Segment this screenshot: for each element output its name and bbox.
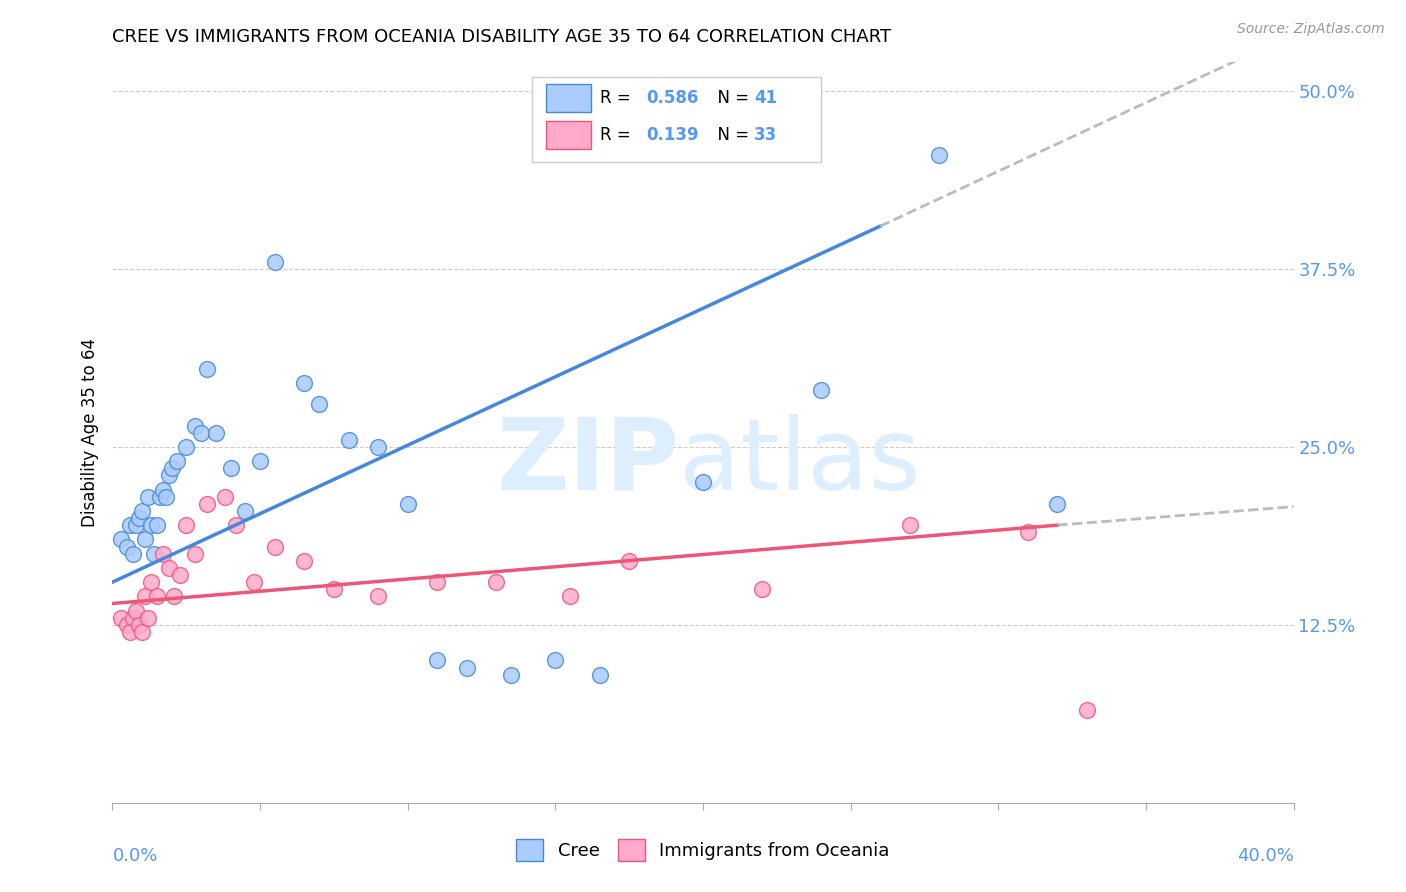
Point	[131, 624, 153, 639]
Point	[396, 497, 419, 511]
Point	[751, 582, 773, 597]
Point	[810, 383, 832, 397]
Point	[163, 590, 186, 604]
Point	[117, 617, 138, 632]
Point	[426, 575, 449, 590]
Text: R =: R =	[600, 126, 637, 144]
Bar	[546, 84, 591, 112]
Point	[588, 667, 610, 681]
Point	[174, 440, 197, 454]
Point	[160, 461, 183, 475]
Point	[249, 454, 271, 468]
Point	[110, 610, 132, 624]
Point	[184, 418, 207, 433]
Point	[219, 461, 242, 475]
Point	[264, 254, 287, 268]
Point	[323, 582, 346, 597]
Point	[367, 590, 389, 604]
Point	[184, 547, 207, 561]
Point	[205, 425, 228, 440]
Point	[120, 518, 142, 533]
Point	[136, 490, 159, 504]
Point	[692, 475, 714, 490]
Point	[214, 490, 236, 504]
Point	[225, 518, 247, 533]
Point	[128, 617, 150, 632]
Point	[134, 590, 156, 604]
Text: 41: 41	[754, 89, 778, 107]
Point	[1046, 497, 1069, 511]
Point	[122, 610, 145, 624]
Point	[308, 397, 330, 411]
Point	[125, 604, 148, 618]
Point	[367, 440, 389, 454]
Point	[544, 653, 567, 667]
Point	[152, 547, 174, 561]
Point	[117, 540, 138, 554]
Point	[128, 511, 150, 525]
Text: 0.586: 0.586	[647, 89, 699, 107]
Text: 40.0%: 40.0%	[1237, 847, 1294, 865]
Point	[125, 518, 148, 533]
Point	[157, 468, 180, 483]
Point	[139, 575, 162, 590]
Text: Source: ZipAtlas.com: Source: ZipAtlas.com	[1237, 22, 1385, 37]
Point	[174, 518, 197, 533]
Text: 33: 33	[754, 126, 778, 144]
Point	[195, 361, 218, 376]
Point	[243, 575, 266, 590]
Point	[136, 610, 159, 624]
Text: N =: N =	[707, 126, 754, 144]
Bar	[546, 121, 591, 149]
Legend: Cree, Immigrants from Oceania: Cree, Immigrants from Oceania	[509, 831, 897, 868]
Point	[337, 433, 360, 447]
Point	[292, 554, 315, 568]
Point	[120, 624, 142, 639]
Point	[155, 490, 177, 504]
Point	[146, 518, 169, 533]
Point	[1017, 525, 1039, 540]
Point	[456, 660, 478, 674]
Point	[928, 148, 950, 162]
Point	[122, 547, 145, 561]
FancyBboxPatch shape	[531, 78, 821, 162]
Text: R =: R =	[600, 89, 637, 107]
Point	[152, 483, 174, 497]
Text: atlas: atlas	[679, 414, 921, 511]
Text: 0.139: 0.139	[647, 126, 699, 144]
Point	[1076, 703, 1098, 717]
Point	[157, 561, 180, 575]
Point	[501, 667, 523, 681]
Point	[131, 504, 153, 518]
Y-axis label: Disability Age 35 to 64: Disability Age 35 to 64	[80, 338, 98, 527]
Point	[169, 568, 191, 582]
Point	[292, 376, 315, 390]
Point	[142, 547, 165, 561]
Point	[149, 490, 172, 504]
Point	[558, 590, 582, 604]
Point	[139, 518, 162, 533]
Point	[233, 504, 256, 518]
Point	[166, 454, 188, 468]
Point	[190, 425, 212, 440]
Text: CREE VS IMMIGRANTS FROM OCEANIA DISABILITY AGE 35 TO 64 CORRELATION CHART: CREE VS IMMIGRANTS FROM OCEANIA DISABILI…	[112, 28, 891, 45]
Point	[485, 575, 508, 590]
Point	[110, 533, 132, 547]
Point	[264, 540, 287, 554]
Text: ZIP: ZIP	[496, 414, 679, 511]
Point	[146, 590, 169, 604]
Point	[195, 497, 218, 511]
Text: 0.0%: 0.0%	[112, 847, 157, 865]
Point	[134, 533, 156, 547]
Point	[426, 653, 449, 667]
Text: N =: N =	[707, 89, 754, 107]
Point	[619, 554, 641, 568]
Point	[898, 518, 921, 533]
